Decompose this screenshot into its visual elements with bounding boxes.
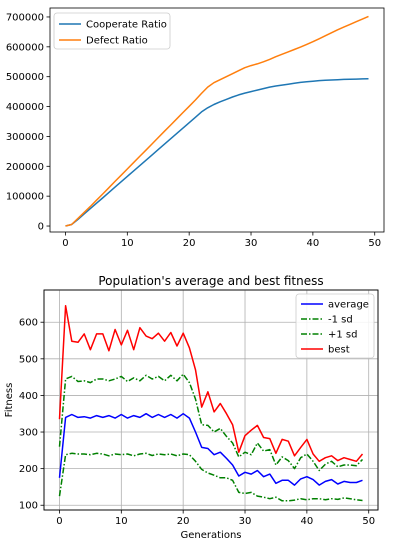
legend-label-best: best (328, 345, 350, 356)
top-legend-box (53, 12, 171, 50)
legend-label-minus-sd: -1 sd (328, 315, 353, 326)
x-tick-label: 10 (115, 516, 128, 527)
x-tick-label: 10 (121, 238, 134, 249)
y-tick-label: 600 (19, 318, 38, 329)
x-tick-label: 40 (301, 516, 314, 527)
bottom-plot-frame (43, 289, 379, 511)
legend-label-defect: Defect Ratio (86, 36, 148, 47)
series-line-best (58, 304, 364, 463)
bottom-chart: Population's average and best fitness 0 1… (4, 274, 379, 540)
y-tick-label: 400 (19, 391, 38, 402)
y-tick-label: 200000 (6, 162, 44, 173)
y-tick-label: 200 (19, 464, 38, 475)
legend-label-average: average (328, 300, 369, 311)
series-line-cooperate-ratio (65, 78, 369, 227)
x-tick-label: 0 (56, 516, 62, 527)
series-line-defect-ratio (65, 15, 369, 227)
bottom-chart-title: Population's average and best fitness (98, 274, 323, 288)
top-legend: Cooperate Ratio Defect Ratio (53, 12, 171, 50)
bottom-ylabel: Fitness (4, 383, 15, 418)
y-tick-label: 100000 (6, 192, 44, 203)
bottom-series (58, 304, 364, 502)
top-ticks: 0 10 20 30 40 50 0 100000 200000 300000 400000 5000… (6, 12, 381, 249)
series-line-1-sd (58, 452, 363, 502)
y-tick-label: 100 (19, 501, 38, 512)
legend-label-plus-sd: +1 sd (328, 330, 357, 341)
x-tick-label: 20 (183, 238, 196, 249)
series-line-average (58, 412, 363, 486)
top-chart: 0 10 20 30 40 50 0 100000 200000 300000 400000 5000… (6, 7, 385, 249)
y-tick-label: 500000 (6, 72, 44, 83)
top-series (65, 15, 369, 227)
bottom-ticks: 0 10 20 30 40 50 100 200 300 400 500 600 (19, 318, 375, 527)
y-tick-label: 600000 (6, 42, 44, 53)
y-tick-label: 700000 (6, 12, 44, 23)
y-tick-label: 0 (38, 222, 44, 233)
y-tick-label: 300000 (6, 132, 44, 143)
bottom-grid (44, 290, 378, 510)
x-tick-label: 40 (307, 238, 320, 249)
y-tick-label: 500 (19, 354, 38, 365)
x-tick-label: 30 (245, 238, 258, 249)
legend-label-cooperate: Cooperate Ratio (86, 20, 167, 31)
x-tick-label: 50 (368, 238, 381, 249)
y-tick-label: 300 (19, 428, 38, 439)
y-tick-label: 400000 (6, 102, 44, 113)
bottom-legend: average -1 sd +1 sd best (295, 293, 375, 359)
series-line-1-sd (58, 373, 364, 472)
bottom-legend-box (295, 293, 375, 359)
x-tick-label: 20 (177, 516, 190, 527)
x-tick-label: 30 (239, 516, 252, 527)
x-tick-label: 50 (362, 516, 375, 527)
x-tick-label: 0 (62, 238, 68, 249)
bottom-xlabel: Generations (181, 530, 242, 540)
